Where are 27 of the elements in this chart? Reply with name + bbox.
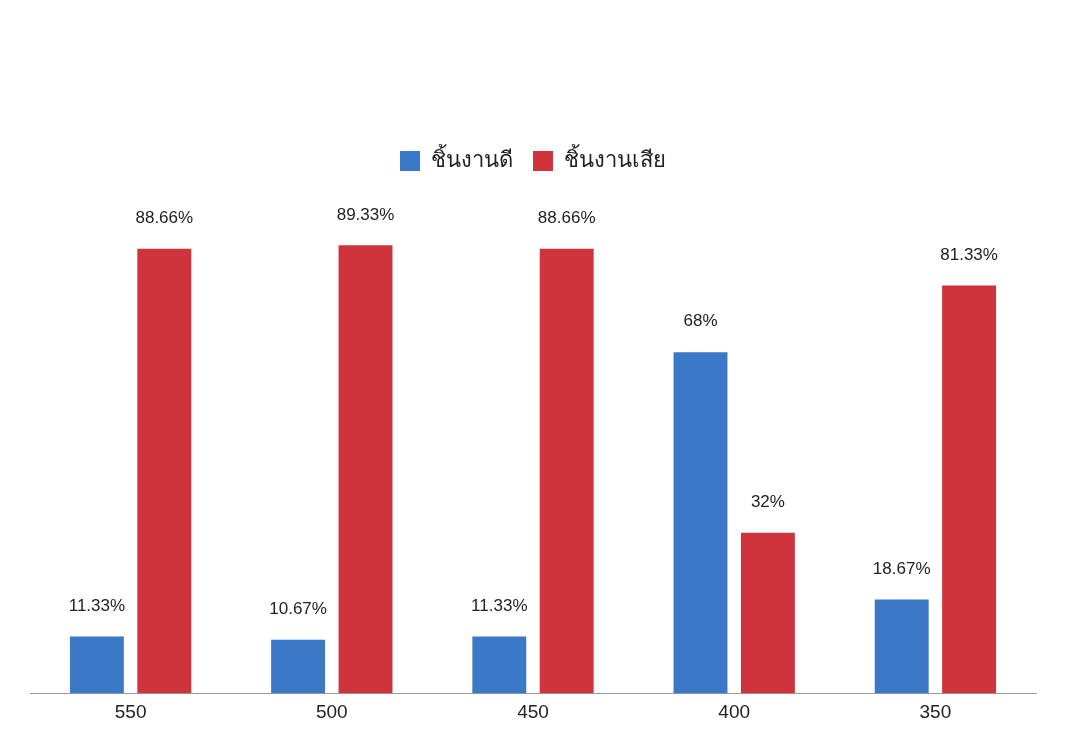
bar [942,285,997,694]
bar [740,532,795,694]
data-label: 11.33% [68,595,126,615]
data-label: 81.33% [940,244,998,264]
x-tick-label: 400 [718,700,751,722]
bar [271,639,326,694]
data-label: 68% [683,311,718,331]
legend-label: ชิ้นงานเสีย [564,143,666,172]
data-label: 11.33% [471,595,528,615]
data-label: 88.66% [537,207,596,227]
x-tick-label: 500 [315,700,348,722]
data-label: 32% [750,491,785,511]
bar [137,248,192,694]
legend-label: ชิ้นงานดี [431,143,513,172]
bar [69,636,124,694]
bar [539,248,594,694]
x-tick-label: 450 [517,700,549,722]
data-label: 10.67% [269,598,327,618]
data-label: 88.66% [135,207,194,227]
bar [472,636,527,694]
data-label: 89.33% [336,204,395,224]
bar [338,245,393,694]
x-tick-label: 550 [114,700,147,722]
data-label: 18.67% [872,558,931,578]
x-tick-label: 350 [919,700,952,722]
bar [673,352,728,694]
bar [874,599,929,694]
